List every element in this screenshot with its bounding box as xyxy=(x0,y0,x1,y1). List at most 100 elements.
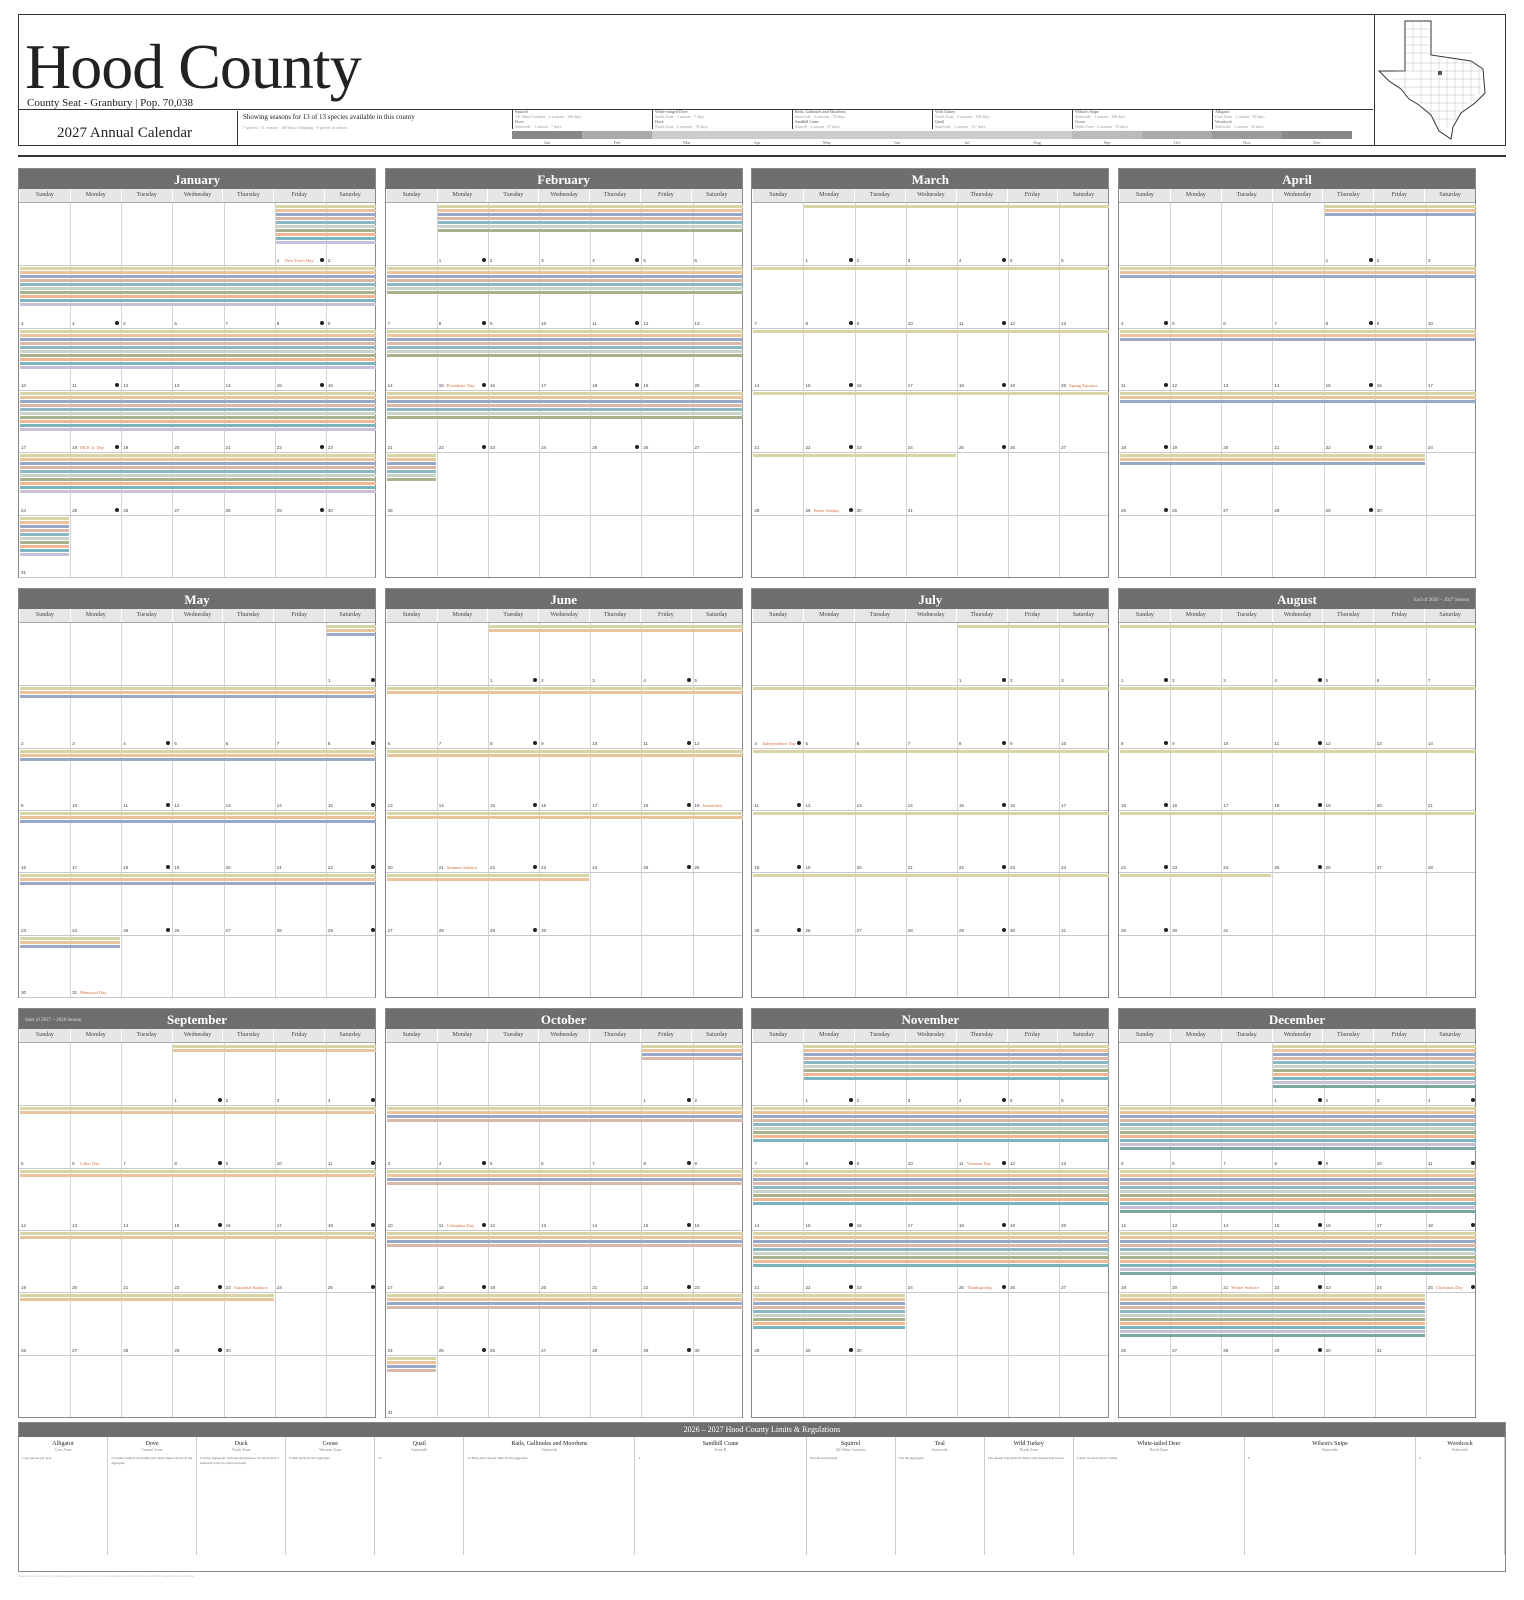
weekday-label: Friday xyxy=(639,609,691,622)
day-number: 6 xyxy=(225,740,229,746)
day-number: 26 xyxy=(123,507,129,513)
season-bar xyxy=(386,466,436,470)
day-number: 28 xyxy=(225,507,231,513)
day-grid: 1 2 3 4 5 6 7 8 9 10 11 12 13 14 15 16 17 18 19 20 21 22 23 24 2… xyxy=(1119,203,1476,577)
season-bar xyxy=(1120,749,1476,753)
season-bar xyxy=(1120,1111,1476,1115)
weekday-label: Friday xyxy=(273,189,324,202)
legend-species-name: Alligator xyxy=(1215,109,1230,114)
season-bar xyxy=(20,283,376,287)
season-bar xyxy=(1120,1310,1425,1314)
grid-row-line xyxy=(385,327,742,329)
month-february: February Sunday Monday Tuesday Wednesday Thur… xyxy=(384,168,743,578)
calendar-title: 2027 Annual Calendar xyxy=(57,125,192,141)
month-may: May Sunday Monday Tuesday Wednesday Thursday F… xyxy=(18,588,376,998)
season-bar xyxy=(753,1294,905,1298)
day-number: 19 xyxy=(1010,383,1016,388)
moon-phase-icon xyxy=(319,383,324,387)
legend-species-detail: Zone B · 1 season · 57 days xyxy=(795,124,840,129)
legend-item: Wilson's Snipe Statewide · 1 season · 108… xyxy=(1072,109,1125,119)
grid-row-line xyxy=(19,685,375,687)
season-bar xyxy=(642,1053,743,1056)
month-name: July xyxy=(918,592,943,607)
legend-species-name: Woodcock xyxy=(1215,119,1233,124)
day-number: 1 xyxy=(1121,678,1124,684)
day-number: 11 xyxy=(754,803,759,808)
season-bar xyxy=(386,1111,743,1115)
season-bar xyxy=(753,1244,1110,1247)
day-number: 1 xyxy=(438,258,442,264)
day-number: 15 xyxy=(327,803,333,808)
day-number: 27 xyxy=(387,927,393,933)
day-number: 8 xyxy=(327,740,331,746)
grid-row-line xyxy=(1119,685,1475,687)
day-number: 13 xyxy=(225,803,231,808)
season-bar xyxy=(386,337,743,341)
day-number: 1 xyxy=(489,678,493,684)
day-number: 14 xyxy=(907,803,913,808)
season-bar xyxy=(386,345,743,349)
weekday-label: Friday xyxy=(1006,609,1058,622)
season-bar xyxy=(386,408,743,411)
month-bar-segment xyxy=(792,131,862,139)
season-bar xyxy=(386,329,743,333)
season-bar xyxy=(804,1077,1110,1080)
season-bar xyxy=(20,940,121,944)
grid-row-line xyxy=(385,1230,742,1231)
season-bar xyxy=(386,753,743,757)
day-number: 12 xyxy=(643,320,649,326)
grid-row-line xyxy=(19,327,375,329)
season-bar xyxy=(20,944,121,948)
moon-phase-icon xyxy=(1002,740,1007,745)
season-bar xyxy=(753,1310,905,1314)
day-number: 30 xyxy=(21,990,27,995)
day-number: 17 xyxy=(592,803,598,808)
weekday-label: Thursday xyxy=(589,609,640,622)
season-bar xyxy=(20,420,376,423)
moon-phase-icon xyxy=(115,445,120,450)
day-number: 10 xyxy=(592,740,598,746)
weekday-label: Saturday xyxy=(1424,609,1475,622)
moon-phase-icon xyxy=(848,1347,853,1352)
day-number: 5 xyxy=(805,740,808,746)
day-number: 6 xyxy=(1061,258,1064,264)
season-bar xyxy=(437,213,743,216)
season-bar xyxy=(1324,205,1476,208)
day-number: 19 xyxy=(1010,1223,1016,1228)
day-number: 5 xyxy=(1325,678,1329,684)
weekday-label: Tuesday xyxy=(1220,189,1272,202)
regulation-text: 3 xyxy=(1419,1456,1421,1460)
regulation-text: 8 xyxy=(1247,1456,1250,1460)
grid-row-line xyxy=(385,872,742,874)
season-bar xyxy=(386,1298,743,1302)
season-bar xyxy=(804,205,1110,208)
season-bar xyxy=(386,349,743,353)
season-bar xyxy=(386,462,436,466)
day-number: 7 xyxy=(1223,1160,1226,1166)
moon-phase-icon xyxy=(1317,865,1322,870)
day-number: 16 xyxy=(856,383,862,388)
season-bar xyxy=(386,1115,743,1119)
season-bar xyxy=(804,1045,1110,1048)
weekday-label: Sunday xyxy=(385,189,437,202)
day-number: 25 xyxy=(958,1285,964,1291)
day-number: 12 xyxy=(694,740,700,746)
grid-row-line xyxy=(19,452,375,454)
season-bar xyxy=(20,552,70,556)
day-number: 16 xyxy=(489,383,495,388)
moon-phase-icon xyxy=(1164,865,1169,870)
regulation-zone: Western Zone xyxy=(319,1447,342,1452)
moon-phase-icon xyxy=(1164,445,1169,450)
day-number: 5 xyxy=(1121,1160,1124,1166)
moon-phase-icon xyxy=(686,740,691,745)
season-bar xyxy=(437,209,743,212)
day-number: 29 xyxy=(489,927,495,933)
season-bar xyxy=(20,482,376,486)
weekday-label: Saturday xyxy=(1424,189,1475,202)
regulation-species: Squirrel xyxy=(840,1441,861,1447)
day-number: 29 xyxy=(327,927,333,933)
weekday-label: Tuesday xyxy=(487,609,538,622)
day-grid: 1 2 3 4 5 6 7 8 9 10 11 12 13 14 15 16 17 18 19 20 21 22 23 24 2… xyxy=(1119,623,1476,997)
day-number: 13 xyxy=(387,803,393,808)
moon-phase-icon xyxy=(319,320,324,325)
